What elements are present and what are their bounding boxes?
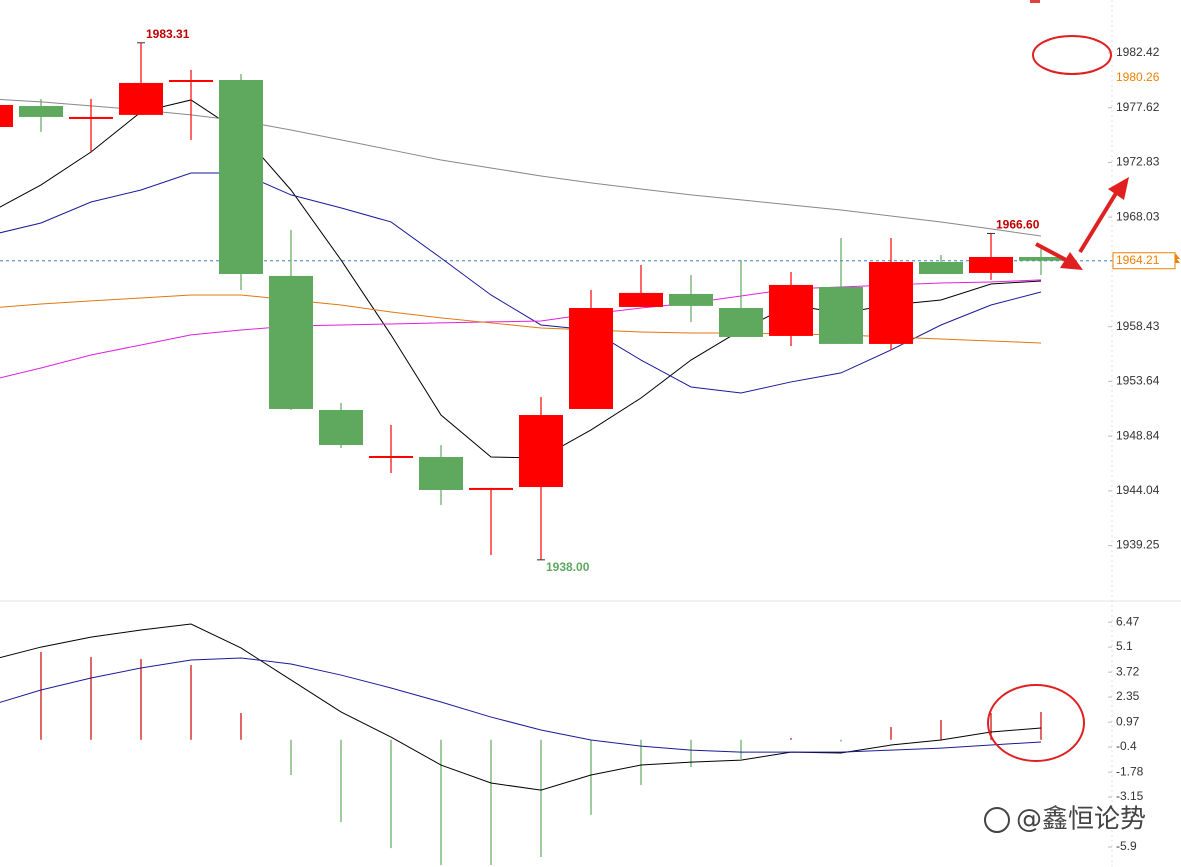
y-tick-label: -1.78 <box>1116 764 1144 778</box>
extreme-label: 1983.31 <box>146 27 190 41</box>
candle-body <box>1019 256 1063 261</box>
indicator-line <box>0 99 1042 459</box>
highlight-ellipse <box>987 684 1085 762</box>
arrow-head <box>1060 252 1083 270</box>
y-tick-label: 0.97 <box>1116 714 1140 728</box>
y-tick-label: 1972.83 <box>1116 155 1160 169</box>
y-tick-label: 1944.04 <box>1116 483 1160 497</box>
candle-body <box>0 104 13 128</box>
indicator-line <box>0 657 1042 753</box>
candle-body <box>469 487 513 490</box>
candle-body <box>769 284 813 336</box>
y-tick-label: 1958.43 <box>1116 319 1160 333</box>
y-tick-label: 1982.42 <box>1116 45 1160 59</box>
candle-body <box>669 293 713 306</box>
candle-body <box>19 106 63 117</box>
candle-body <box>219 79 263 274</box>
y-tick-label: -3.15 <box>1116 789 1144 803</box>
price-tag: 1964.21 <box>1116 253 1160 267</box>
candle-body <box>969 256 1013 273</box>
watermark-icon <box>984 807 1010 833</box>
indicator-line <box>0 279 1042 379</box>
candle-body <box>819 286 863 344</box>
indicator-line <box>0 623 1042 791</box>
y-tick-label: -5.9 <box>1116 839 1137 853</box>
y-tick-label: 1977.62 <box>1116 100 1160 114</box>
indicator-line <box>0 172 1042 394</box>
plot-area: 1982.42 1977.62 1972.83 1968.03 1958.43 1953.… <box>0 27 1176 866</box>
y-tick-label: 2.35 <box>1116 689 1140 703</box>
highlight-ellipse <box>1032 35 1112 75</box>
candle-body <box>519 415 563 488</box>
y-tick-label: 5.1 <box>1116 639 1133 653</box>
extreme-label: 1938.00 <box>546 560 590 574</box>
indicator-line <box>0 98 1042 237</box>
indicator-line <box>0 294 1042 344</box>
extreme-label: 1966.60 <box>996 218 1040 232</box>
candle-body <box>169 79 213 82</box>
y-tick-label: 6.47 <box>1116 614 1140 628</box>
price-tag-box <box>1112 252 1176 270</box>
candle-body <box>919 262 963 274</box>
arrow-head <box>1108 177 1129 200</box>
y-tick-label: 3.72 <box>1116 664 1140 678</box>
y-tick-label: 1953.64 <box>1116 374 1160 388</box>
price-tag: 1980.26 <box>1116 70 1160 84</box>
candle-body <box>319 410 363 446</box>
arrow <box>1035 242 1069 263</box>
marker <box>1030 0 1040 3</box>
y-tick-label: 1939.25 <box>1116 538 1160 552</box>
candle-body <box>619 292 663 307</box>
watermark: @鑫恒论势 <box>1016 805 1146 835</box>
candle-body <box>369 455 413 458</box>
candle-body <box>269 275 313 409</box>
arrow <box>1078 188 1120 254</box>
candle-body <box>119 82 163 115</box>
y-tick-label: 1948.84 <box>1116 428 1160 442</box>
candle-body <box>569 307 613 409</box>
candle-body <box>419 457 463 490</box>
candle-body <box>869 262 913 344</box>
candle-body <box>69 116 113 119</box>
candle-body <box>719 307 763 337</box>
y-tick-label: 1968.03 <box>1116 209 1160 223</box>
y-tick-label: -0.4 <box>1116 739 1137 753</box>
